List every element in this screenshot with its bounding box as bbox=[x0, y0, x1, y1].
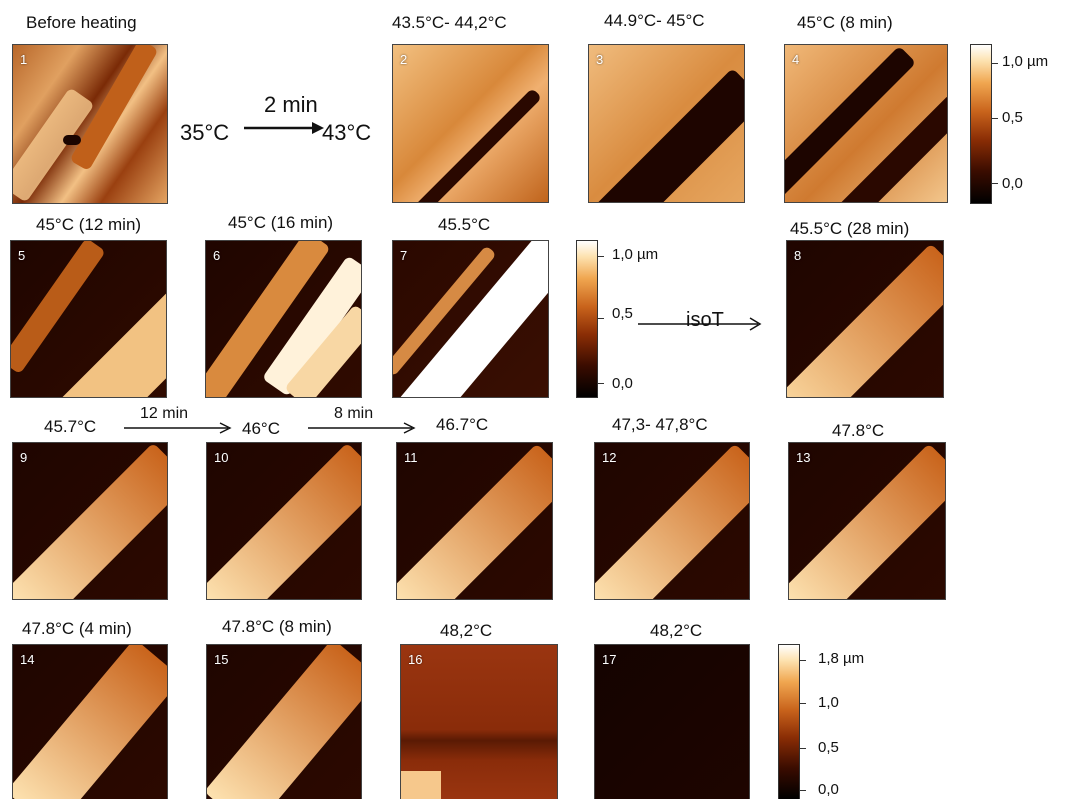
colorbar-1-mid: 0,5 bbox=[1002, 109, 1023, 126]
panel-label-12: 47,3- 47,8°C bbox=[612, 415, 708, 434]
panel-number-3: 3 bbox=[596, 52, 604, 67]
afm-image-9: 9 bbox=[12, 442, 168, 600]
panel-label-7: 45.5°C bbox=[438, 215, 491, 234]
colorbar-2 bbox=[576, 240, 598, 398]
panel-label-10: 46°C bbox=[242, 419, 280, 438]
panel-label-15: 47.8°C (8 min) bbox=[222, 617, 332, 636]
panel-number-17: 17 bbox=[602, 652, 617, 667]
arrow-label-1: 12 min bbox=[140, 405, 189, 422]
panel-number-12: 12 bbox=[602, 450, 617, 465]
afm-image-10: 10 bbox=[206, 442, 362, 600]
panel-number-13: 13 bbox=[796, 450, 811, 465]
afm-image-11: 11 bbox=[396, 442, 553, 600]
afm-image-7: 7 bbox=[392, 240, 549, 398]
colorbar-1-bottom: 0,0 bbox=[1002, 175, 1023, 192]
colorbar-3-mid2: 0,5 bbox=[818, 739, 839, 756]
panel-label-9: 45.7°C bbox=[44, 417, 97, 436]
panel-number-10: 10 bbox=[214, 450, 229, 465]
afm-image-3: 3 bbox=[588, 44, 745, 203]
afm-image-15: 15 bbox=[206, 644, 362, 799]
afm-image-14: 14 bbox=[12, 644, 168, 799]
row3-arrow-2 bbox=[308, 422, 416, 434]
panel-label-11: 46.7°C bbox=[436, 415, 489, 434]
panel-label-13: 47.8°C bbox=[832, 421, 885, 440]
isot-arrow bbox=[638, 317, 762, 331]
panel-label-17: 48,2°C bbox=[650, 621, 703, 640]
colorbar-3-bottom: 0,0 bbox=[818, 781, 839, 798]
panel-number-14: 14 bbox=[20, 652, 35, 667]
panel-label-2: 43.5°C- 44,2°C bbox=[392, 13, 507, 32]
colorbar-3 bbox=[778, 644, 800, 799]
panel-number-5: 5 bbox=[18, 248, 26, 263]
panel-number-11: 11 bbox=[404, 450, 418, 465]
afm-image-4: 4 bbox=[784, 44, 948, 203]
row3-arrow-1 bbox=[124, 422, 232, 434]
panel-label-3: 44.9°C- 45°C bbox=[604, 11, 705, 30]
colorbar-1-top: 1,0 µm bbox=[1002, 53, 1049, 70]
heating-arrow bbox=[244, 122, 324, 134]
panel-label-5: 45°C (12 min) bbox=[36, 215, 142, 234]
afm-image-8: 8 bbox=[786, 240, 944, 398]
panel-number-7: 7 bbox=[400, 248, 408, 263]
panel-label-14: 47.8°C (4 min) bbox=[22, 619, 132, 638]
afm-image-1: 1 bbox=[12, 44, 168, 204]
isot-label: isoT bbox=[686, 309, 724, 331]
panel-number-16: 16 bbox=[408, 652, 423, 667]
panel-number-15: 15 bbox=[214, 652, 229, 667]
panel-label-4: 45°C (8 min) bbox=[797, 13, 893, 32]
heat-to: 43°C bbox=[322, 120, 372, 145]
panel-label-6: 45°C (16 min) bbox=[228, 213, 334, 232]
afm-image-13: 13 bbox=[788, 442, 946, 600]
panel-number-4: 4 bbox=[792, 52, 800, 67]
colorbar-2-mid: 0,5 bbox=[612, 305, 633, 322]
panel-number-1: 1 bbox=[20, 52, 28, 67]
panel-label-16: 48,2°C bbox=[440, 621, 493, 640]
colorbar-3-mid1: 1,0 bbox=[818, 694, 839, 711]
panel-number-6: 6 bbox=[213, 248, 221, 263]
panel-number-8: 8 bbox=[794, 248, 802, 263]
arrow-label-2: 8 min bbox=[334, 405, 374, 422]
colorbar-3-top: 1,8 µm bbox=[818, 650, 865, 667]
panel-label-8: 45.5°C (28 min) bbox=[790, 219, 910, 238]
heat-duration: 2 min bbox=[264, 92, 318, 117]
panel-label-1: Before heating bbox=[26, 13, 137, 32]
afm-image-6: 6 bbox=[205, 240, 362, 398]
afm-image-16: 16 bbox=[400, 644, 558, 799]
afm-image-17: 17 bbox=[594, 644, 750, 799]
colorbar-1 bbox=[970, 44, 992, 204]
afm-image-5: 5 bbox=[10, 240, 167, 398]
colorbar-2-bottom: 0,0 bbox=[612, 375, 633, 392]
afm-image-2: 2 bbox=[392, 44, 549, 203]
colorbar-2-top: 1,0 µm bbox=[612, 246, 659, 263]
panel-number-9: 9 bbox=[20, 450, 28, 465]
panel-number-2: 2 bbox=[400, 52, 408, 67]
heat-from: 35°C bbox=[180, 120, 230, 145]
afm-image-12: 12 bbox=[594, 442, 750, 600]
